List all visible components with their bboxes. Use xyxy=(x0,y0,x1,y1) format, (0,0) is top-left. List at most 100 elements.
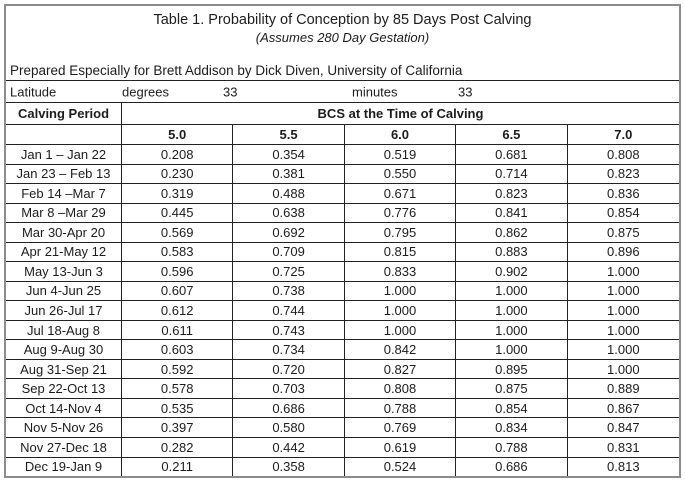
value-cell: 0.743 xyxy=(233,320,345,340)
period-cell: Jul 18-Aug 8 xyxy=(6,320,122,340)
table-row: Feb 14 –Mar 7 0.319 0.488 0.671 0.823 0.836 xyxy=(6,184,679,204)
value-cell: 0.596 xyxy=(122,262,234,281)
value-cell: 0.535 xyxy=(122,398,234,418)
table-row: Jan 23 – Feb 13 0.230 0.381 0.550 0.714 0.823 xyxy=(6,164,679,185)
latitude-row: Latitude degrees 33 minutes 33 xyxy=(6,81,679,103)
value-cell: 0.725 xyxy=(233,262,345,281)
bcs-column-header: 5.5 xyxy=(233,125,345,144)
degrees-value: 33 xyxy=(223,84,238,99)
period-cell: Jun 26-Jul 17 xyxy=(6,301,122,320)
period-cell: Oct 14-Nov 4 xyxy=(6,398,122,418)
value-cell: 0.681 xyxy=(456,145,568,164)
minutes-label: minutes xyxy=(352,84,398,99)
value-cell: 1.000 xyxy=(345,281,457,301)
table-row: Nov 27-Dec 18 0.282 0.442 0.619 0.788 0.831 xyxy=(6,437,679,458)
value-cell: 0.519 xyxy=(345,145,457,164)
period-cell: May 13-Jun 3 xyxy=(6,262,122,281)
value-cell: 0.686 xyxy=(456,457,568,477)
table-row: Aug 31-Sep 21 0.592 0.720 0.827 0.895 1.000 xyxy=(6,359,679,380)
value-cell: 0.611 xyxy=(122,320,234,340)
value-cell: 0.709 xyxy=(233,242,345,262)
table-row: Jun 26-Jul 17 0.612 0.744 1.000 1.000 1.000 xyxy=(6,301,679,321)
value-cell: 0.776 xyxy=(345,203,457,223)
value-cell: 0.808 xyxy=(345,379,457,398)
latitude-label: Latitude xyxy=(10,84,57,99)
value-cell: 1.000 xyxy=(607,263,640,279)
value-cell: 0.738 xyxy=(233,281,345,301)
value-cell: 0.607 xyxy=(122,281,234,301)
value-cell: 0.827 xyxy=(345,359,457,379)
value-cell: 1.000 xyxy=(607,303,640,319)
value-cell: 0.795 xyxy=(345,223,457,242)
value-cell: 1.000 xyxy=(345,320,457,340)
value-cell: 0.358 xyxy=(233,457,345,477)
period-cell: Feb 14 –Mar 7 xyxy=(6,184,122,203)
value-cell: 0.397 xyxy=(122,418,234,437)
value-cell: 0.842 xyxy=(345,340,457,359)
bcs-column-header: 6.0 xyxy=(345,125,457,144)
minutes-value: 33 xyxy=(458,84,473,99)
degrees-label: degrees xyxy=(122,84,169,99)
value-cell: 0.211 xyxy=(122,457,234,477)
value-cell: 0.720 xyxy=(233,359,345,379)
table-row: Dec 19-Jan 9 0.211 0.358 0.524 0.686 0.813 xyxy=(6,457,679,477)
table-row: Jun 4-Jun 25 0.607 0.738 1.000 1.000 1.000 xyxy=(6,281,679,302)
bcs-column-header: 7.0 xyxy=(614,127,633,142)
value-cell: 0.834 xyxy=(456,418,568,437)
table-body: Jan 1 – Jan 22 0.208 0.354 0.519 0.681 0.808 J… xyxy=(6,145,679,477)
value-cell: 0.788 xyxy=(345,398,457,418)
value-cell: 1.000 xyxy=(607,283,640,299)
value-cell: 0.488 xyxy=(233,184,345,203)
value-cell: 0.208 xyxy=(122,145,234,164)
value-cell: 0.875 xyxy=(607,224,640,240)
table-row: Aug 9-Aug 30 0.603 0.734 0.842 1.000 1.000 xyxy=(6,340,679,360)
period-cell: Sep 22-Oct 13 xyxy=(6,379,122,398)
value-cell: 0.847 xyxy=(607,420,640,436)
bcs-column-header: 6.5 xyxy=(456,125,568,144)
value-cell: 0.883 xyxy=(456,242,568,262)
value-cell: 0.815 xyxy=(345,242,457,262)
value-cell: 0.583 xyxy=(122,242,234,262)
value-cell: 0.619 xyxy=(345,437,457,457)
value-cell: 0.833 xyxy=(345,262,457,281)
value-cell: 0.889 xyxy=(607,381,640,397)
corner-empty-cell xyxy=(6,125,122,144)
table-subtitle: (Assumes 280 Day Gestation) xyxy=(255,30,430,45)
period-cell: Mar 30-Apr 20 xyxy=(6,223,122,242)
table-row: Jan 1 – Jan 22 0.208 0.354 0.519 0.681 0.808 xyxy=(6,145,679,165)
value-cell: 0.862 xyxy=(456,223,568,242)
bcs-group-header: BCS at the Time of Calving xyxy=(317,106,484,121)
value-cell: 1.000 xyxy=(607,361,640,377)
value-cell: 0.381 xyxy=(233,164,345,184)
table-row: Oct 14-Nov 4 0.535 0.686 0.788 0.854 0.867 xyxy=(6,398,679,419)
value-cell: 0.895 xyxy=(456,359,568,379)
value-cell: 1.000 xyxy=(456,301,568,320)
value-cell: 0.788 xyxy=(456,437,568,457)
value-cell: 0.823 xyxy=(607,166,640,182)
value-cell: 1.000 xyxy=(607,342,640,358)
period-cell: Aug 9-Aug 30 xyxy=(6,340,122,359)
value-cell: 0.282 xyxy=(122,437,234,457)
value-cell: 0.603 xyxy=(122,340,234,359)
conception-probability-table: Table 1. Probability of Conception by 85… xyxy=(4,4,681,478)
value-cell: 1.000 xyxy=(456,320,568,340)
value-cell: 0.836 xyxy=(607,185,640,201)
value-cell: 0.831 xyxy=(607,439,640,455)
value-cell: 0.445 xyxy=(122,203,234,223)
value-cell: 0.354 xyxy=(233,145,345,164)
value-cell: 0.638 xyxy=(233,203,345,223)
value-cell: 0.550 xyxy=(345,164,457,184)
value-cell: 0.692 xyxy=(233,223,345,242)
table-row: May 13-Jun 3 0.596 0.725 0.833 0.902 1.000 xyxy=(6,262,679,282)
header-group-row: Calving Period BCS at the Time of Calvin… xyxy=(6,103,679,125)
value-cell: 1.000 xyxy=(456,281,568,301)
table-row: Nov 5-Nov 26 0.397 0.580 0.769 0.834 0.847 xyxy=(6,418,679,438)
title-block: Table 1. Probability of Conception by 85… xyxy=(6,6,679,60)
value-cell: 0.734 xyxy=(233,340,345,359)
period-cell: Aug 31-Sep 21 xyxy=(6,359,122,379)
value-cell: 0.686 xyxy=(233,398,345,418)
period-cell: Jan 23 – Feb 13 xyxy=(6,164,122,184)
table-row: Mar 8 –Mar 29 0.445 0.638 0.776 0.841 0.854 xyxy=(6,203,679,224)
period-cell: Jan 1 – Jan 22 xyxy=(6,145,122,164)
value-cell: 0.714 xyxy=(456,164,568,184)
